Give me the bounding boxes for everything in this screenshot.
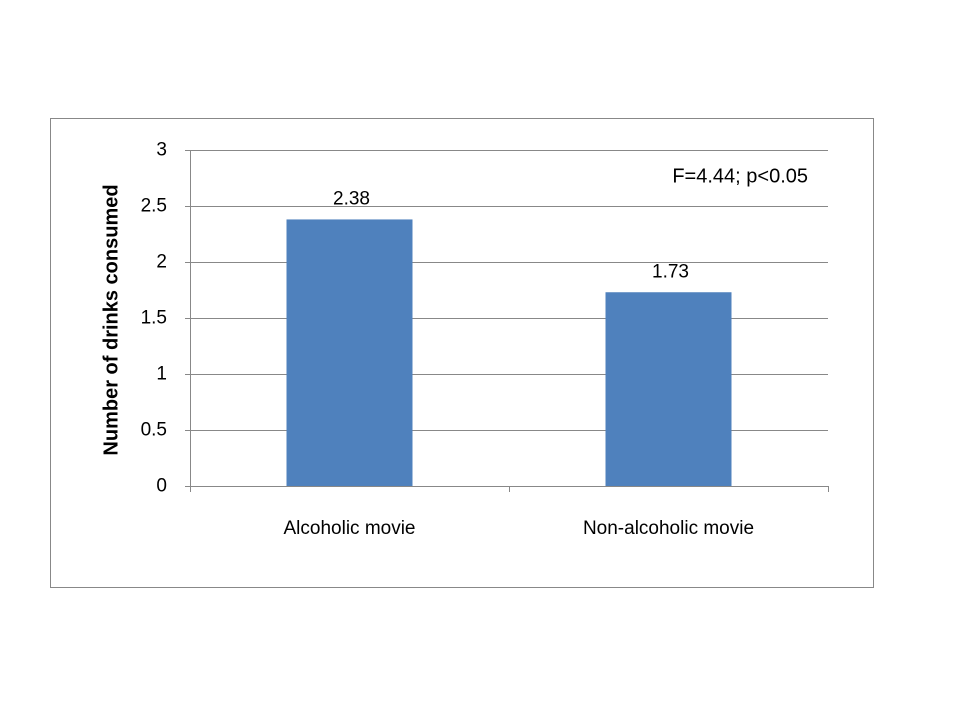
bar (605, 292, 732, 486)
annotation: F=4.44; p<0.05 (672, 165, 808, 187)
y-tick-label: 2.5 (141, 196, 167, 217)
y-tick-label: 1.5 (141, 308, 167, 329)
x-tick-label: Non-alcoholic movie (583, 518, 754, 539)
y-tick-label: 0.5 (141, 420, 167, 441)
y-tick-label: 0 (156, 476, 167, 497)
bar (286, 219, 413, 486)
y-tick-label: 2 (156, 252, 167, 273)
value-label: 2.38 (333, 188, 370, 209)
y-tick-label: 3 (156, 140, 167, 161)
x-tick-label: Alcoholic movie (284, 518, 416, 539)
chart-frame (50, 118, 874, 588)
value-label: 1.73 (652, 261, 689, 282)
y-axis-label: Number of drinks consumed (100, 184, 122, 455)
y-tick-label: 1 (156, 364, 167, 385)
